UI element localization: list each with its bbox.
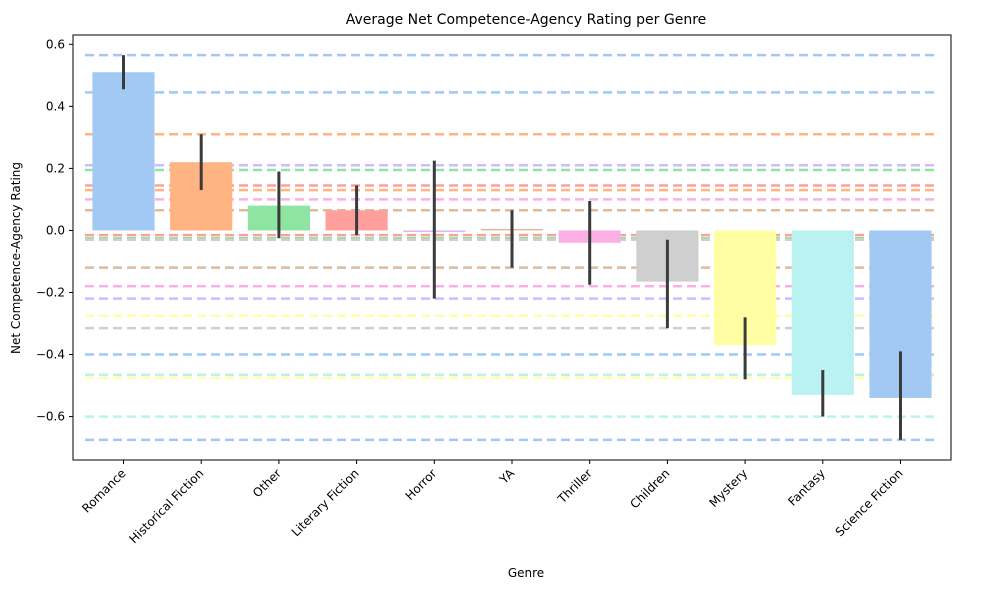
y-tick-label: 0.6: [46, 37, 65, 51]
y-tick-label: 0.4: [46, 99, 65, 113]
x-tick-label: Thriller: [554, 466, 594, 506]
y-tick-label: 0.2: [46, 161, 65, 175]
y-axis-label: Net Competence-Agency Rating: [9, 162, 23, 354]
x-tick-label: Literary Fiction: [289, 466, 362, 539]
x-tick-label: Children: [627, 466, 672, 511]
x-tick-label: Other: [250, 466, 284, 500]
x-tick-label: Romance: [79, 466, 128, 515]
y-tick-label: −0.4: [36, 348, 65, 362]
y-tick-label: −0.2: [36, 285, 65, 299]
x-axis-label: Genre: [508, 566, 544, 580]
y-tick-label: 0.0: [46, 223, 65, 237]
x-tick-label: Historical Fiction: [126, 466, 206, 546]
x-tick-label: Mystery: [706, 466, 750, 510]
x-tick-label: YA: [496, 466, 517, 487]
chart-title: Average Net Competence-Agency Rating per…: [346, 12, 707, 28]
x-tick-label: Horror: [403, 466, 440, 503]
x-tick-label: Science Fiction: [833, 466, 906, 539]
x-tick-label: Fantasy: [785, 466, 828, 509]
bar-fantasy: [791, 230, 854, 395]
bar-romance: [92, 72, 155, 231]
plot-frame: [72, 34, 952, 461]
y-tick-label: −0.6: [36, 410, 65, 424]
